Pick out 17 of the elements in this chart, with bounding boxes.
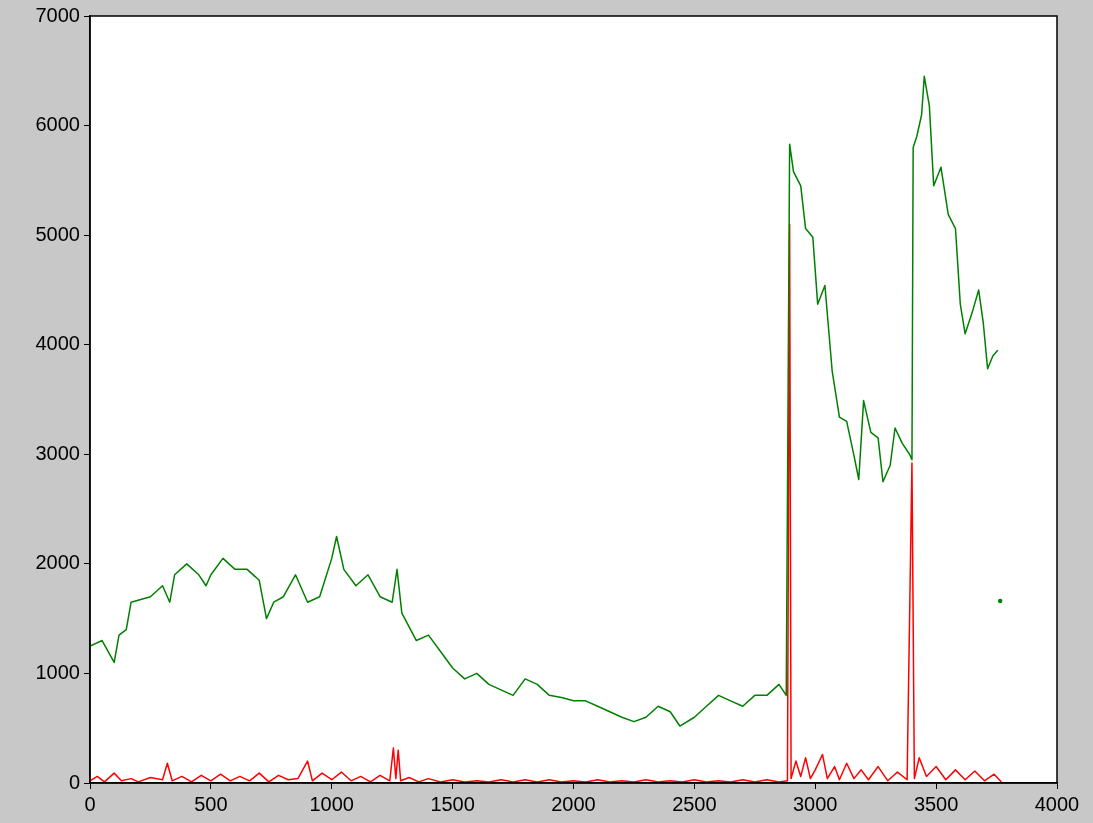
- x-tick-label: 500: [194, 792, 228, 815]
- x-tick-label: 4000: [1034, 792, 1080, 815]
- y-tick-label: 2000: [35, 551, 80, 574]
- y-tick-label: 7000: [35, 3, 80, 26]
- x-tick-label: 0: [84, 792, 96, 815]
- x-tick-label: 2000: [551, 792, 596, 815]
- y-tick-label: 5000: [35, 222, 80, 245]
- x-tick-label: 1000: [309, 792, 354, 815]
- y-tick-label: 1000: [35, 660, 80, 683]
- x-tick-label: 3000: [793, 792, 838, 815]
- x-tick-label: 2500: [672, 792, 717, 815]
- y-tick-label: 0: [68, 770, 80, 793]
- y-tick-label: 6000: [35, 113, 80, 136]
- x-tick-label: 3500: [913, 792, 959, 815]
- y-tick-label: 3000: [35, 441, 80, 464]
- y-tick-label: 4000: [35, 332, 80, 355]
- x-tick-label: 1500: [430, 792, 475, 815]
